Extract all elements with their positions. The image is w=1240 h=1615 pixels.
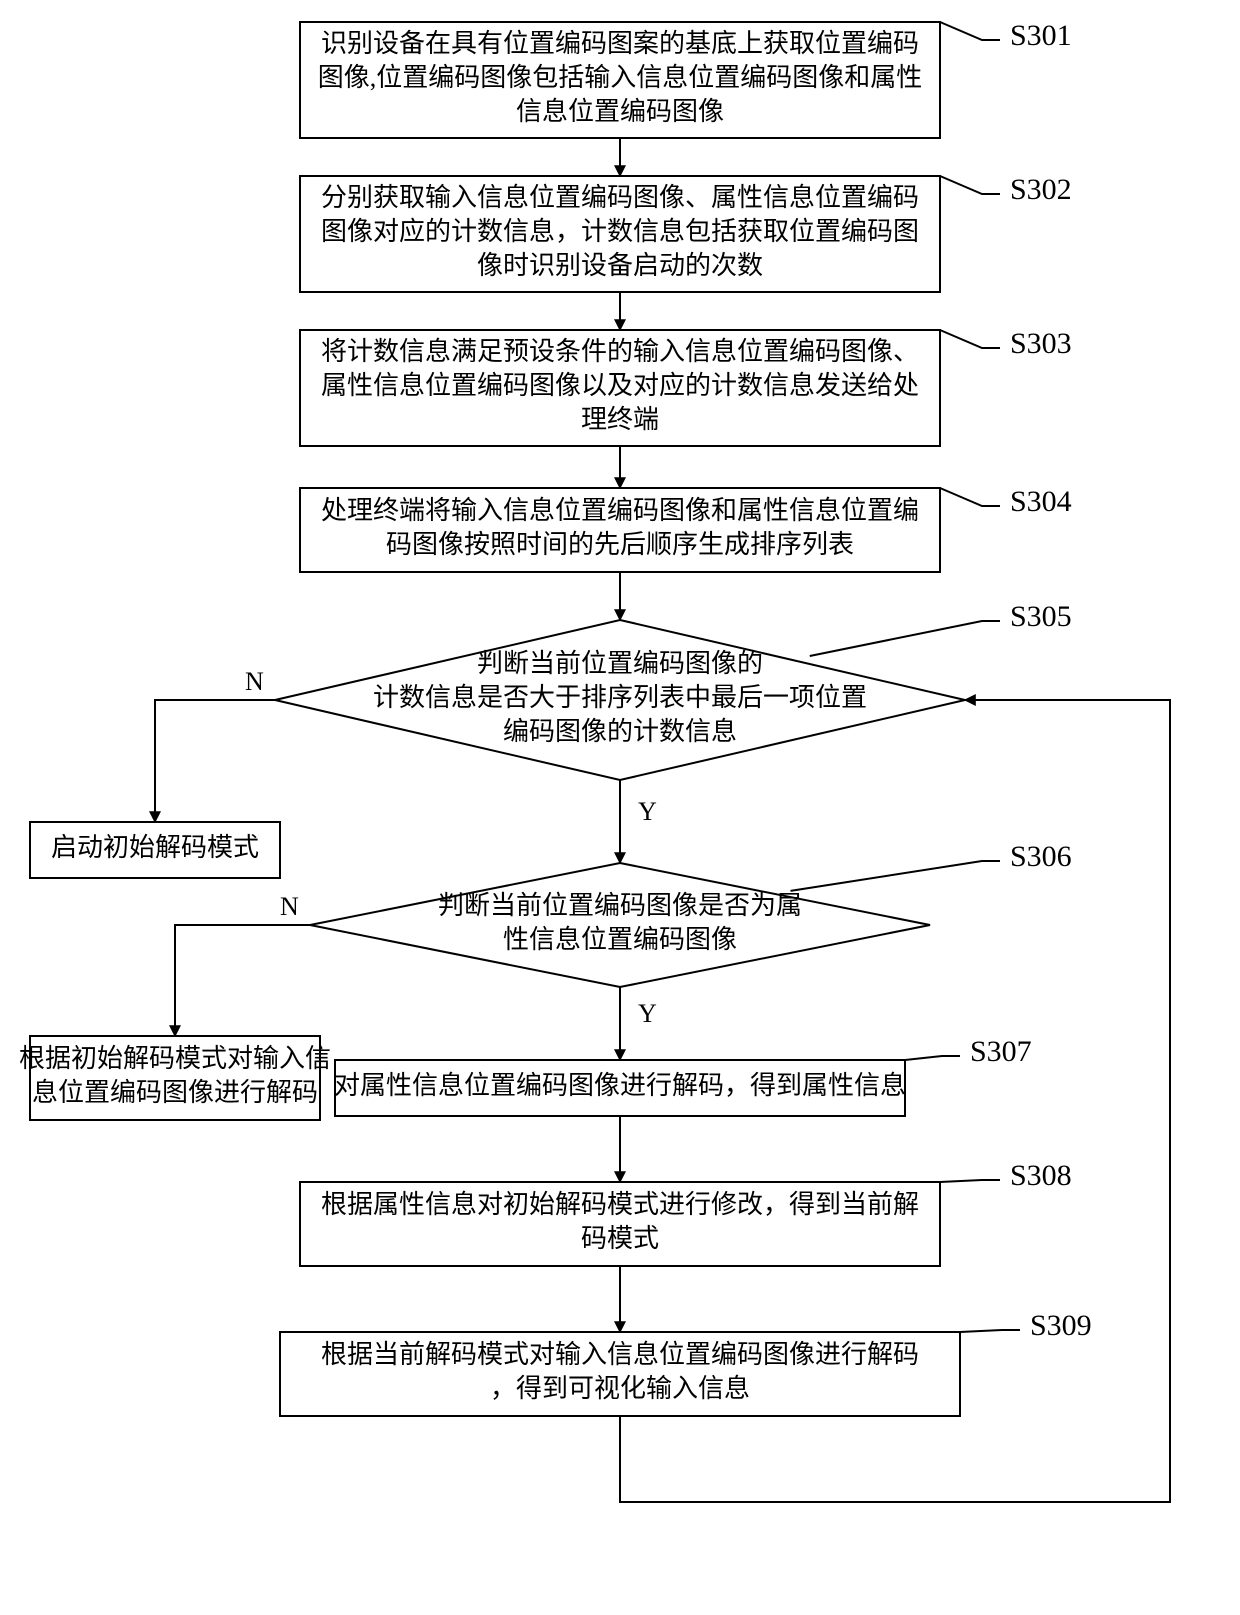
step-label: S307 (970, 1035, 1032, 1068)
flow-node-S302: 分别获取输入信息位置编码图像、属性信息位置编码图像对应的计数信息，计数信息包括获… (300, 176, 940, 292)
step-leader (940, 22, 1000, 40)
flow-node-S305: 判断当前位置编码图像的计数信息是否大于排序列表中最后一项位置编码图像的计数信息 (275, 620, 965, 780)
step-leader (791, 861, 1001, 891)
flow-node-S309: 根据当前解码模式对输入信息位置编码图像进行解码，得到可视化输入信息 (280, 1332, 960, 1416)
flow-node-S306: 判断当前位置编码图像是否为属性信息位置编码图像 (310, 863, 930, 987)
step-label: S302 (1010, 173, 1072, 206)
branch-label: N (245, 667, 264, 696)
flow-node-BX2: 根据初始解码模式对输入信息位置编码图像进行解码 (19, 1036, 331, 1120)
node-text: 启动初始解码模式 (51, 833, 259, 862)
flow-edge (175, 925, 310, 1036)
step-label: S305 (1010, 600, 1072, 633)
flow-edge (155, 700, 275, 822)
step-leader (940, 330, 1000, 348)
branch-label: Y (638, 797, 657, 826)
step-label: S306 (1010, 840, 1072, 873)
flow-node-S303: 将计数信息满足预设条件的输入信息位置编码图像、属性信息位置编码图像以及对应的计数… (300, 330, 940, 446)
step-leader (940, 488, 1000, 506)
step-label: S309 (1030, 1309, 1092, 1342)
step-label: S308 (1010, 1159, 1072, 1192)
step-label: S303 (1010, 327, 1072, 360)
step-leader (810, 621, 1000, 656)
flow-node-BX1: 启动初始解码模式 (30, 822, 280, 878)
flow-node-S301: 识别设备在具有位置编码图案的基底上获取位置编码图像,位置编码图像包括输入信息位置… (300, 22, 940, 138)
flow-node-S304: 处理终端将输入信息位置编码图像和属性信息位置编码图像按照时间的先后顺序生成排序列… (300, 488, 940, 572)
step-label: S301 (1010, 19, 1072, 52)
step-leader (960, 1330, 1020, 1332)
step-label: S304 (1010, 485, 1072, 518)
step-leader (905, 1056, 960, 1060)
flow-node-S307: 对属性信息位置编码图像进行解码，得到属性信息 (334, 1060, 906, 1116)
step-leader (940, 1180, 1000, 1182)
step-leader (940, 176, 1000, 194)
branch-label: N (280, 892, 299, 921)
branch-label: Y (638, 999, 657, 1028)
node-text: 对属性信息位置编码图像进行解码，得到属性信息 (334, 1071, 906, 1100)
flow-node-S308: 根据属性信息对初始解码模式进行修改，得到当前解码模式 (300, 1182, 940, 1266)
